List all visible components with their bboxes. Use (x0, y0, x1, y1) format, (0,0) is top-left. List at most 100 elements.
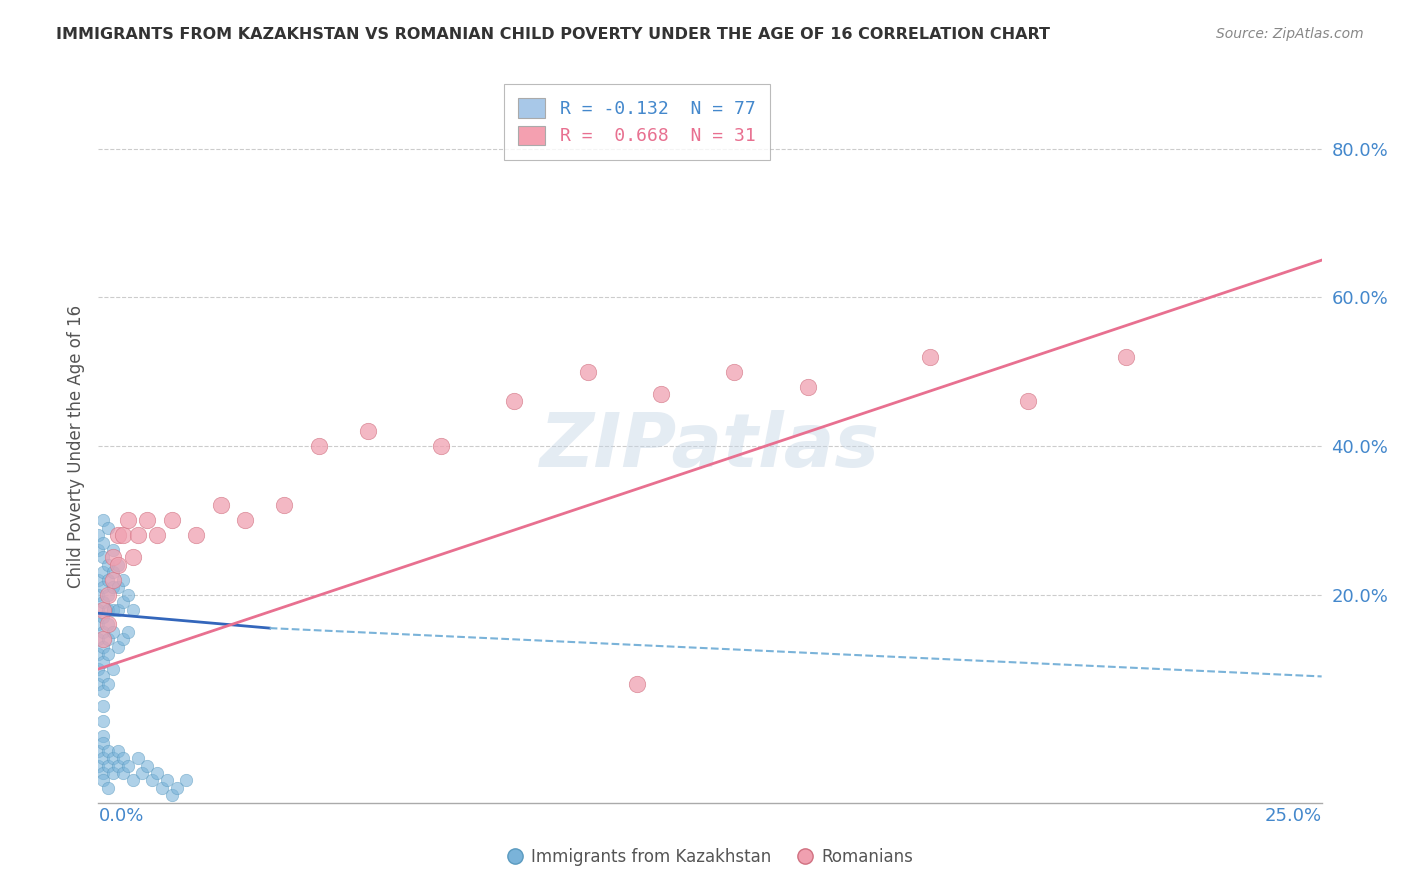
Point (91, 729, 114, 743)
Point (107, 744, 129, 758)
Point (117, 624, 139, 639)
Point (127, 751, 149, 765)
Point (107, 580, 129, 594)
Point (117, 588, 139, 602)
Point (101, 580, 124, 594)
Point (127, 528, 149, 542)
Point (121, 550, 143, 565)
Point (101, 566, 124, 580)
Point (91, 699, 114, 714)
Point (97, 602, 120, 616)
Point (91, 632, 114, 647)
Point (233, 513, 256, 527)
Y-axis label: Child Poverty Under the Age of 16: Child Poverty Under the Age of 16 (66, 304, 84, 588)
Point (91, 640, 114, 654)
Text: 0.0%: 0.0% (98, 806, 143, 824)
Point (107, 528, 129, 542)
Point (101, 766, 124, 780)
Point (91, 550, 114, 565)
Point (87, 677, 110, 691)
Point (273, 499, 295, 513)
Point (136, 513, 159, 527)
Point (150, 780, 173, 795)
Point (430, 439, 453, 453)
Point (91, 736, 114, 750)
Point (101, 751, 124, 765)
Point (91, 773, 114, 788)
Point (97, 588, 120, 602)
Point (91, 595, 114, 609)
Point (87, 573, 110, 587)
Point (101, 573, 124, 587)
Point (101, 602, 124, 616)
Point (87, 662, 110, 676)
Point (111, 595, 134, 609)
Point (111, 766, 134, 780)
Point (308, 439, 330, 453)
Point (723, 365, 745, 379)
Point (101, 543, 124, 558)
Point (121, 602, 143, 616)
Point (111, 751, 134, 765)
Point (97, 558, 120, 572)
Point (107, 558, 129, 572)
Point (97, 617, 120, 632)
Point (97, 758, 120, 772)
Point (160, 789, 183, 803)
Point (91, 535, 114, 549)
Point (1017, 394, 1039, 409)
Point (91, 602, 114, 616)
Point (209, 499, 232, 513)
Point (117, 758, 139, 772)
Point (111, 632, 134, 647)
Point (107, 602, 129, 616)
Point (107, 758, 129, 772)
Point (107, 558, 129, 572)
Point (141, 773, 163, 788)
Point (87, 602, 110, 616)
Point (101, 662, 124, 676)
Point (101, 550, 124, 565)
Point (626, 677, 648, 691)
Point (91, 513, 114, 527)
Point (186, 528, 208, 542)
Point (87, 758, 110, 772)
Point (97, 617, 120, 632)
Point (136, 758, 159, 772)
Text: ZIPatlas: ZIPatlas (540, 409, 880, 483)
Point (87, 632, 110, 647)
Point (111, 573, 134, 587)
Point (117, 513, 139, 527)
Point (160, 513, 183, 527)
Point (91, 684, 114, 698)
Point (97, 677, 120, 691)
Point (576, 365, 599, 379)
Point (166, 780, 188, 795)
Point (797, 379, 820, 393)
Point (87, 617, 110, 632)
Point (91, 580, 114, 594)
Point (131, 766, 153, 780)
Point (176, 773, 198, 788)
Point (146, 528, 169, 542)
Point (97, 521, 120, 535)
Point (920, 350, 942, 364)
Text: IMMIGRANTS FROM KAZAKHSTAN VS ROMANIAN CHILD POVERTY UNDER THE AGE OF 16 CORRELA: IMMIGRANTS FROM KAZAKHSTAN VS ROMANIAN C… (56, 27, 1050, 42)
Point (91, 624, 114, 639)
Point (97, 744, 120, 758)
Point (650, 387, 672, 401)
Point (91, 751, 114, 765)
Point (91, 766, 114, 780)
Text: 25.0%: 25.0% (1264, 806, 1322, 824)
Point (156, 773, 179, 788)
Point (97, 588, 120, 602)
Point (97, 632, 120, 647)
Point (503, 394, 526, 409)
Point (1115, 350, 1137, 364)
Point (146, 766, 169, 780)
Point (87, 647, 110, 661)
Point (97, 573, 120, 587)
Point (87, 744, 110, 758)
Point (101, 624, 124, 639)
Point (91, 610, 114, 624)
